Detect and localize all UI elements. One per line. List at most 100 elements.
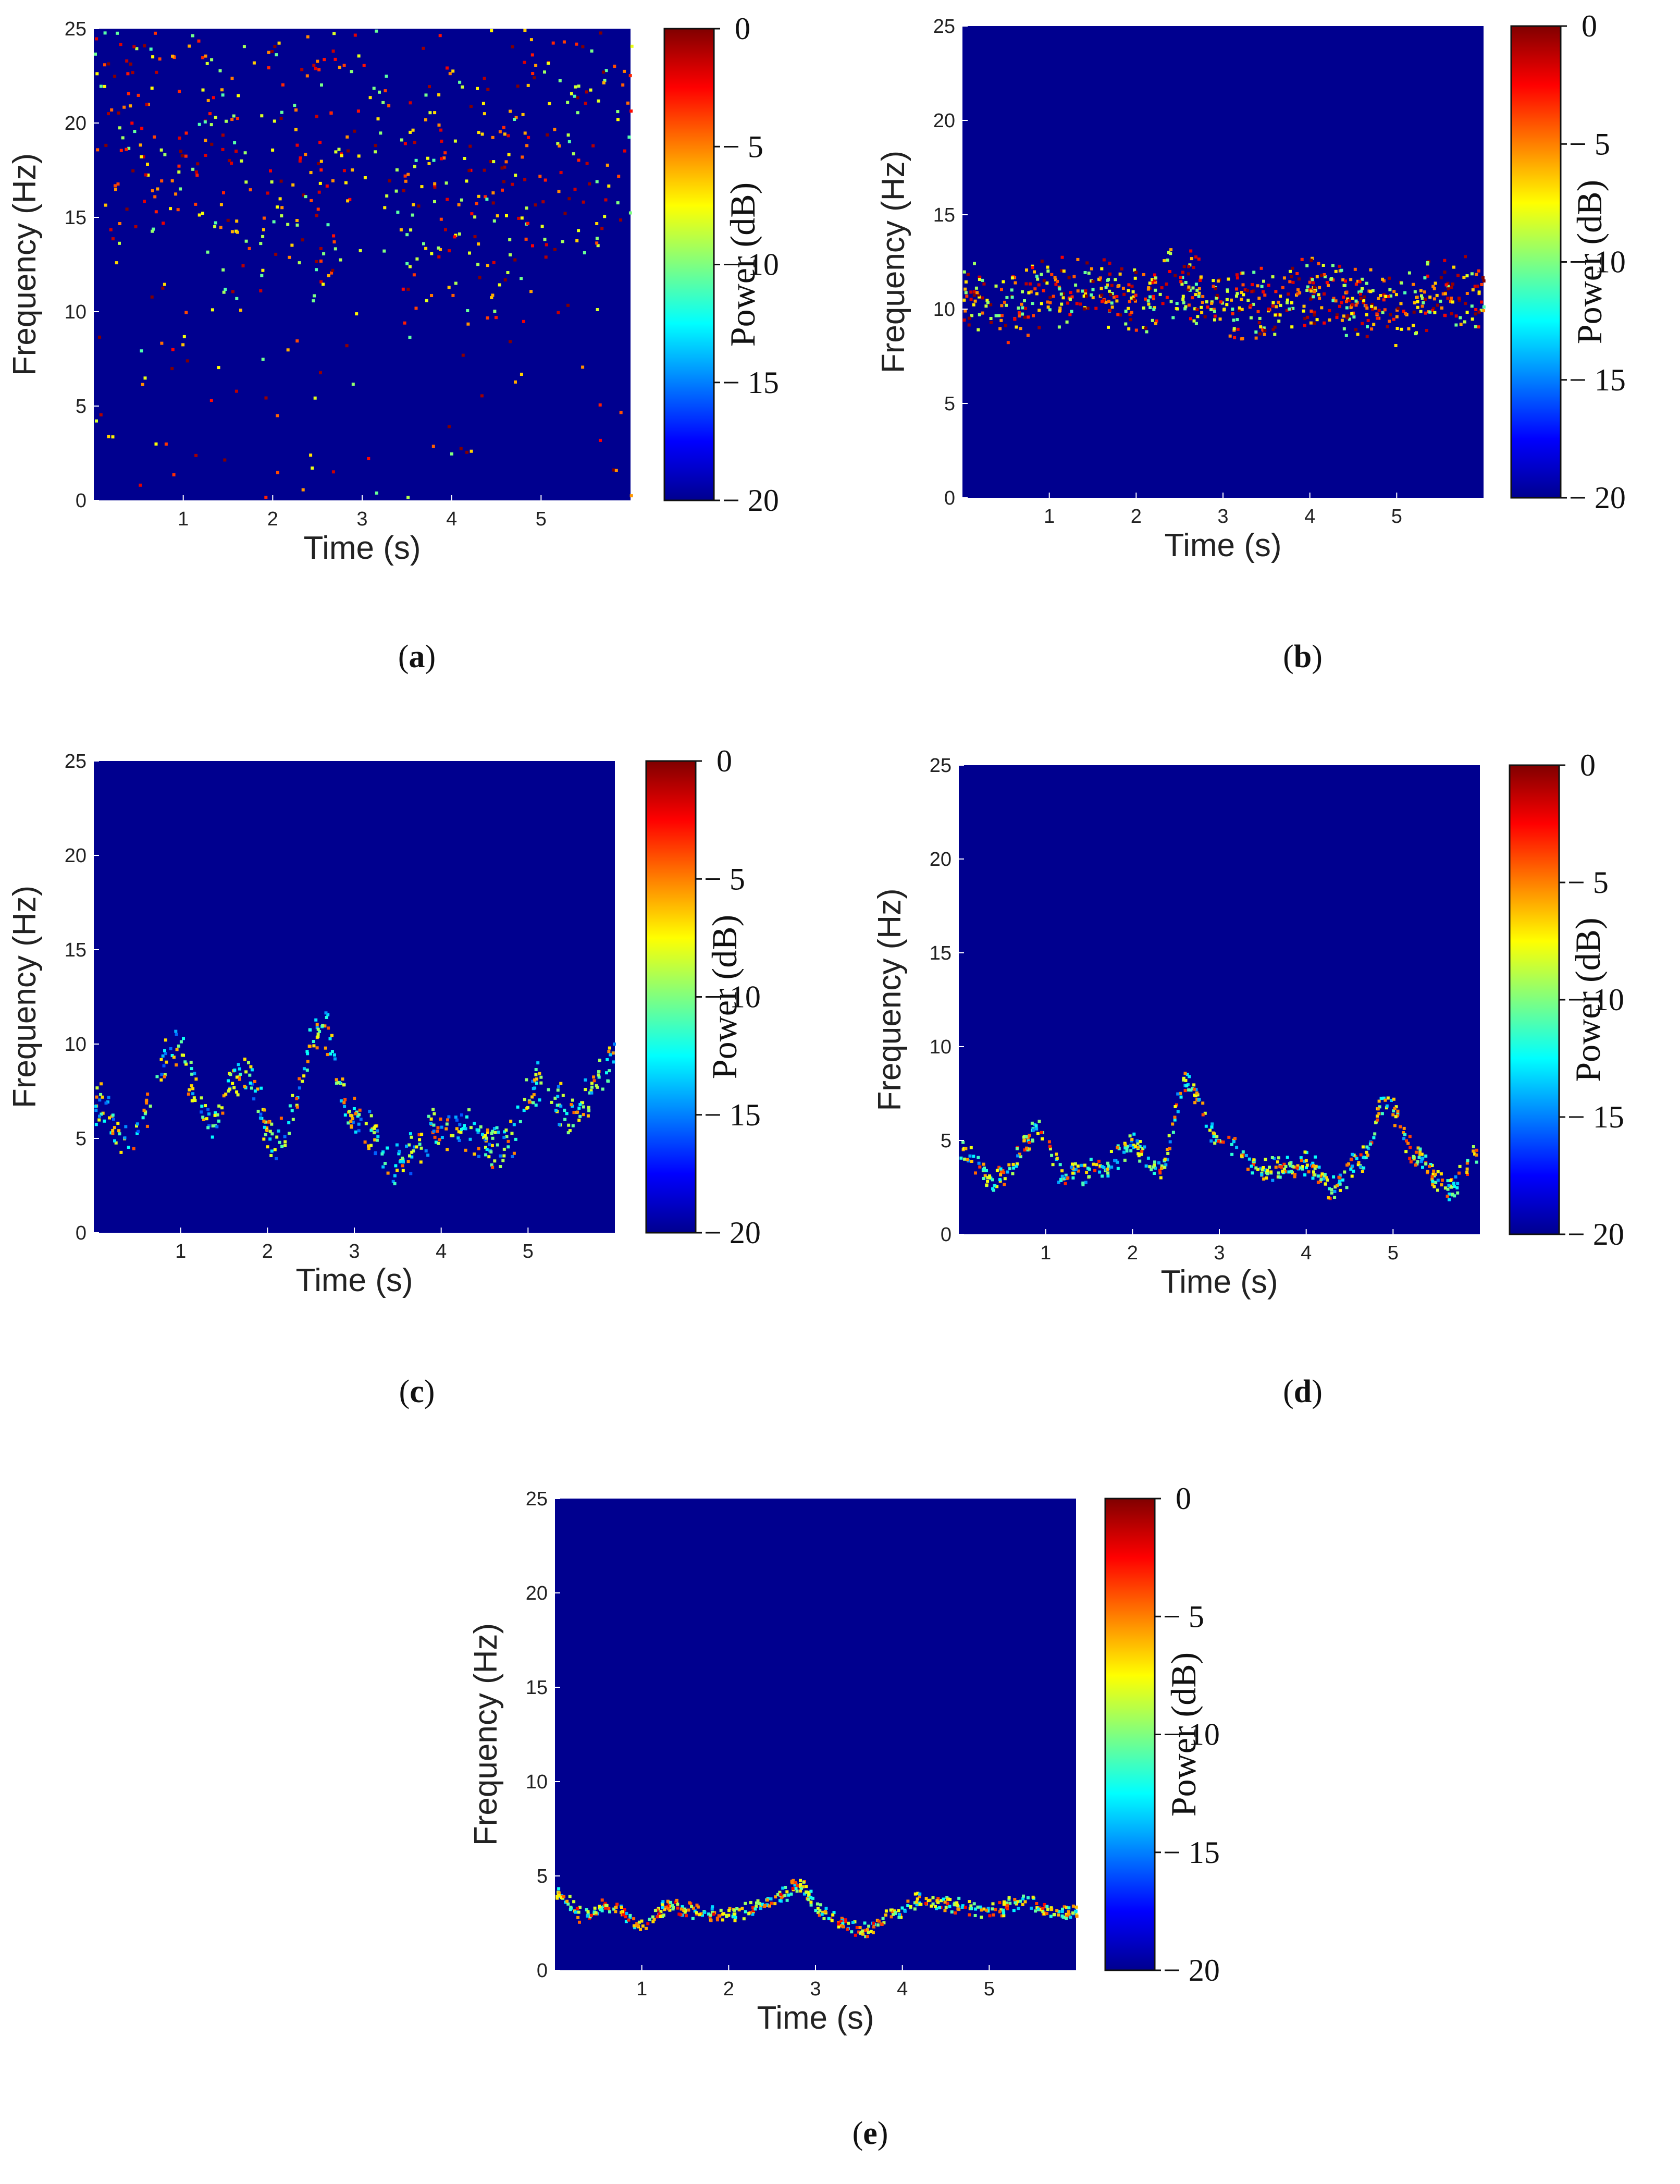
data-point — [562, 1895, 565, 1898]
data-point — [639, 1928, 643, 1931]
data-point — [1232, 1140, 1236, 1144]
data-point — [150, 295, 154, 299]
data-point — [581, 365, 585, 369]
data-point — [1310, 289, 1313, 293]
data-point — [509, 253, 512, 256]
data-point — [1154, 280, 1157, 284]
data-point — [1030, 1121, 1034, 1125]
data-point — [434, 1140, 438, 1144]
data-point — [966, 1158, 969, 1161]
data-point — [633, 1926, 637, 1930]
data-point — [271, 148, 275, 152]
data-point — [1187, 303, 1191, 307]
data-point — [180, 1053, 184, 1057]
data-point — [553, 1096, 557, 1100]
data-point — [1133, 276, 1137, 280]
data-point — [145, 1098, 149, 1102]
data-point — [485, 1148, 489, 1151]
data-point — [574, 85, 577, 89]
data-point — [161, 286, 165, 290]
data-point — [1180, 283, 1184, 286]
data-point — [1373, 1132, 1377, 1136]
data-point — [175, 1048, 179, 1051]
data-point — [1402, 1137, 1406, 1140]
data-point — [150, 87, 154, 90]
colorbar-tick-labels: 0− 5− 10− 15− 20 — [1155, 1481, 1220, 1987]
data-point — [232, 114, 236, 118]
data-point — [1311, 256, 1314, 260]
data-point — [547, 1088, 550, 1091]
data-point — [114, 188, 117, 191]
data-point — [502, 1154, 506, 1158]
data-point — [1472, 1149, 1475, 1153]
data-point — [1310, 309, 1313, 313]
data-point — [163, 1075, 166, 1078]
data-point — [418, 1138, 422, 1142]
data-point — [711, 1905, 714, 1909]
data-point — [1412, 310, 1416, 314]
colorbar-tick-label: − 15 — [1163, 1835, 1220, 1870]
data-point — [236, 1093, 240, 1097]
data-point — [1029, 290, 1033, 294]
data-point — [153, 135, 156, 139]
data-point — [884, 1909, 888, 1913]
data-point — [1235, 1146, 1239, 1149]
data-point — [1065, 1912, 1068, 1916]
data-point — [577, 158, 580, 162]
data-point — [236, 117, 239, 120]
data-point — [1205, 300, 1208, 304]
data-point — [319, 159, 323, 163]
data-point — [1189, 317, 1192, 321]
data-point — [1151, 281, 1154, 285]
data-point — [1256, 310, 1260, 313]
data-point — [1019, 1155, 1022, 1159]
data-point — [1426, 274, 1429, 278]
data-point — [1066, 301, 1070, 305]
data-point — [1331, 299, 1335, 302]
data-point — [1028, 1134, 1031, 1137]
data-point — [1037, 309, 1041, 312]
data-point — [1259, 266, 1263, 270]
data-point — [1208, 1128, 1212, 1132]
data-point — [799, 1889, 802, 1893]
data-point — [251, 1082, 254, 1086]
data-point — [1313, 310, 1316, 314]
data-point — [433, 1112, 436, 1115]
data-point — [111, 1113, 115, 1117]
data-point — [577, 1119, 581, 1122]
data-point — [210, 58, 214, 62]
data-point — [122, 105, 126, 109]
data-point — [191, 167, 195, 171]
data-point — [1393, 1107, 1397, 1110]
data-point — [397, 1152, 401, 1156]
data-point — [1192, 1083, 1196, 1087]
data-point — [656, 1915, 659, 1919]
data-point — [179, 1040, 183, 1044]
data-point — [737, 1908, 741, 1912]
data-point — [556, 142, 560, 145]
data-point — [1369, 268, 1373, 272]
data-point — [577, 1910, 580, 1914]
data-point — [480, 394, 484, 398]
data-point — [1249, 316, 1253, 320]
data-point — [1184, 1078, 1188, 1082]
data-point — [1213, 1142, 1217, 1145]
data-point — [270, 1149, 274, 1153]
data-point — [500, 166, 504, 170]
data-point — [1196, 315, 1200, 318]
data-point — [1065, 1917, 1068, 1920]
data-point — [319, 247, 323, 250]
data-point — [1012, 1909, 1016, 1912]
data-point — [1431, 1172, 1435, 1176]
data-point — [1050, 1907, 1054, 1911]
data-point — [1454, 314, 1458, 318]
data-point — [331, 179, 335, 182]
data-point — [367, 457, 370, 460]
data-point — [95, 72, 99, 76]
data-point — [298, 1077, 301, 1081]
data-point — [619, 218, 623, 222]
data-point — [1144, 326, 1147, 330]
data-point — [1113, 1159, 1117, 1162]
data-point — [117, 111, 120, 115]
